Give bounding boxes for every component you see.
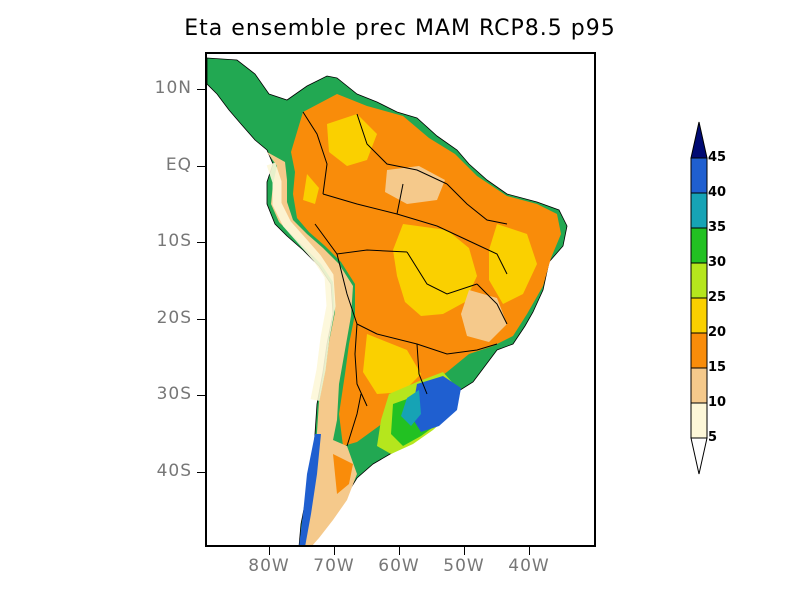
colorbar-box (690, 332, 708, 369)
blue-uruguay (411, 376, 461, 432)
yellow-west (303, 174, 319, 204)
lat-tick (197, 395, 205, 396)
teal-uruguay (401, 390, 421, 426)
lon-tick (399, 547, 400, 555)
lat-tick (197, 89, 205, 90)
map-title: Eta ensemble prec MAM RCP8.5 p95 (184, 16, 616, 41)
colorbar-box (690, 262, 708, 299)
colorbar-box (690, 367, 708, 404)
lat-label-eq: EQ (165, 155, 192, 175)
colorbar-label: 10 (708, 395, 727, 410)
colorbar-label: 40 (708, 185, 727, 200)
lon-label-60w: 60W (378, 556, 420, 576)
yellow-south (363, 334, 421, 394)
andes-light (266, 162, 336, 401)
lat-tick (197, 472, 205, 473)
colorbar-label: 35 (708, 220, 727, 235)
yellow-east (489, 224, 537, 304)
lon-label-50w: 50W (443, 556, 485, 576)
colorbar-under-triangle (690, 437, 708, 475)
chile-coast (299, 434, 321, 545)
colorbar-label: 30 (708, 255, 727, 270)
colorbar-box (690, 157, 708, 194)
lon-label-70w: 70W (313, 556, 355, 576)
lat-tick (197, 319, 205, 320)
yellow-central (393, 224, 477, 316)
lon-tick (269, 547, 270, 555)
colorbar-label: 45 (708, 150, 727, 165)
colorbar-over-triangle (690, 121, 708, 159)
lon-tick (334, 547, 335, 555)
lat-label-20s: 20S (156, 308, 192, 328)
map-panel (205, 52, 596, 547)
colorbar-label: 25 (708, 290, 727, 305)
colorbar-box (690, 297, 708, 334)
colorbar-label: 5 (708, 430, 718, 445)
colorbar-box (690, 227, 708, 264)
lat-tick (197, 242, 205, 243)
lat-tick (197, 166, 205, 167)
lat-label-40s: 40S (156, 461, 192, 481)
beige-guianas (385, 166, 445, 204)
lat-label-10s: 10S (156, 231, 192, 251)
lon-tick (529, 547, 530, 555)
country-borders (302, 111, 508, 447)
lon-label-40w: 40W (508, 556, 550, 576)
lat-label-10n: 10N (154, 78, 192, 98)
yellow-north (327, 114, 377, 166)
colorbar (690, 121, 708, 475)
patagonia-orange (333, 454, 353, 494)
lat-label-30s: 30S (156, 384, 192, 404)
lon-label-80w: 80W (248, 556, 290, 576)
lon-tick (464, 547, 465, 555)
colorbar-box (690, 402, 708, 439)
colorbar-label: 15 (708, 360, 727, 375)
colorbar-box (690, 192, 708, 229)
colorbar-label: 20 (708, 325, 727, 340)
south-america-map (207, 57, 568, 545)
